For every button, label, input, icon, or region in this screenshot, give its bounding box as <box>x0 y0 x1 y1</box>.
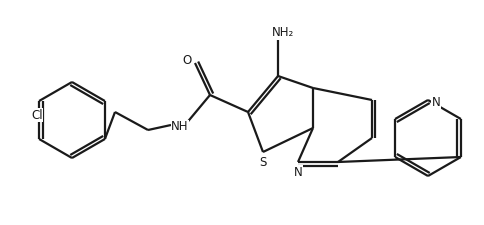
Text: Cl: Cl <box>31 108 43 122</box>
Text: S: S <box>259 155 266 169</box>
Text: O: O <box>182 54 191 68</box>
Text: NH₂: NH₂ <box>272 25 293 38</box>
Text: N: N <box>293 166 302 178</box>
Text: NH: NH <box>171 121 188 133</box>
Text: N: N <box>431 95 439 108</box>
